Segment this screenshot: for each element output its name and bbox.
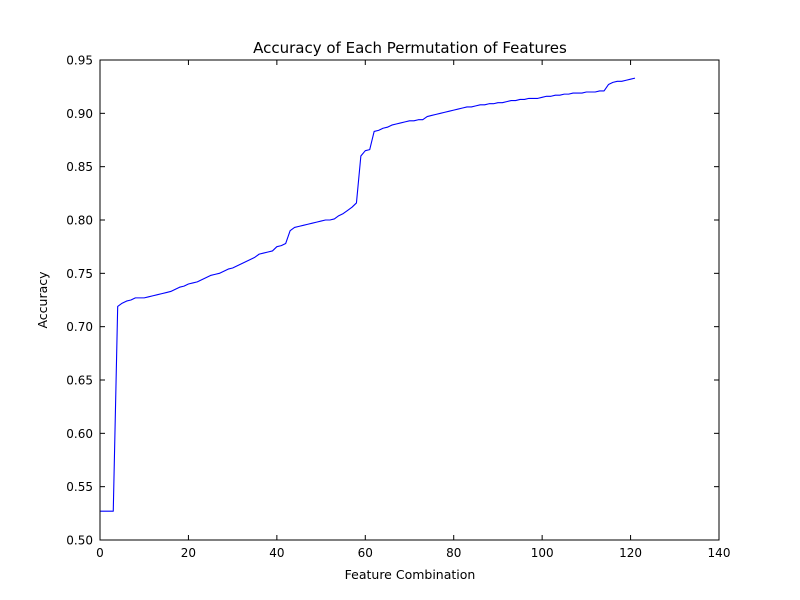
x-tick-label: 120 bbox=[619, 546, 642, 560]
x-tick-label: 100 bbox=[531, 546, 554, 560]
y-axis: 0.50 0.55 0.60 0.65 0.70 0.75 0.80 0.85 0.90 0.95 bbox=[66, 54, 719, 548]
y-tick-label: 0.95 bbox=[66, 54, 93, 68]
x-tick-label: 140 bbox=[708, 546, 731, 560]
y-tick-label: 0.75 bbox=[66, 267, 93, 281]
y-tick-label: 0.60 bbox=[66, 427, 93, 441]
y-axis-label: Accuracy bbox=[35, 271, 50, 329]
y-tick-label: 0.65 bbox=[66, 374, 93, 388]
x-tick-label: 40 bbox=[269, 546, 284, 560]
y-tick-label: 0.50 bbox=[66, 534, 93, 548]
chart-title: Accuracy of Each Permutation of Features bbox=[253, 39, 567, 57]
x-tick-label: 80 bbox=[446, 546, 461, 560]
x-axis: 0 20 40 60 80 100 120 140 bbox=[96, 60, 730, 560]
y-tick-label: 0.90 bbox=[66, 107, 93, 121]
y-tick-label: 0.55 bbox=[66, 480, 93, 494]
y-tick-label: 0.80 bbox=[66, 214, 93, 228]
axes-frame bbox=[99, 59, 720, 541]
y-tick-label: 0.70 bbox=[66, 320, 93, 334]
x-axis-label: Feature Combination bbox=[345, 567, 476, 582]
x-tick-label: 60 bbox=[358, 546, 373, 560]
plot-area bbox=[99, 59, 720, 541]
x-tick-label: 20 bbox=[181, 546, 196, 560]
x-tick-label: 0 bbox=[96, 546, 104, 560]
accuracy-series-line bbox=[100, 77, 636, 512]
y-tick-label: 0.85 bbox=[66, 160, 93, 174]
